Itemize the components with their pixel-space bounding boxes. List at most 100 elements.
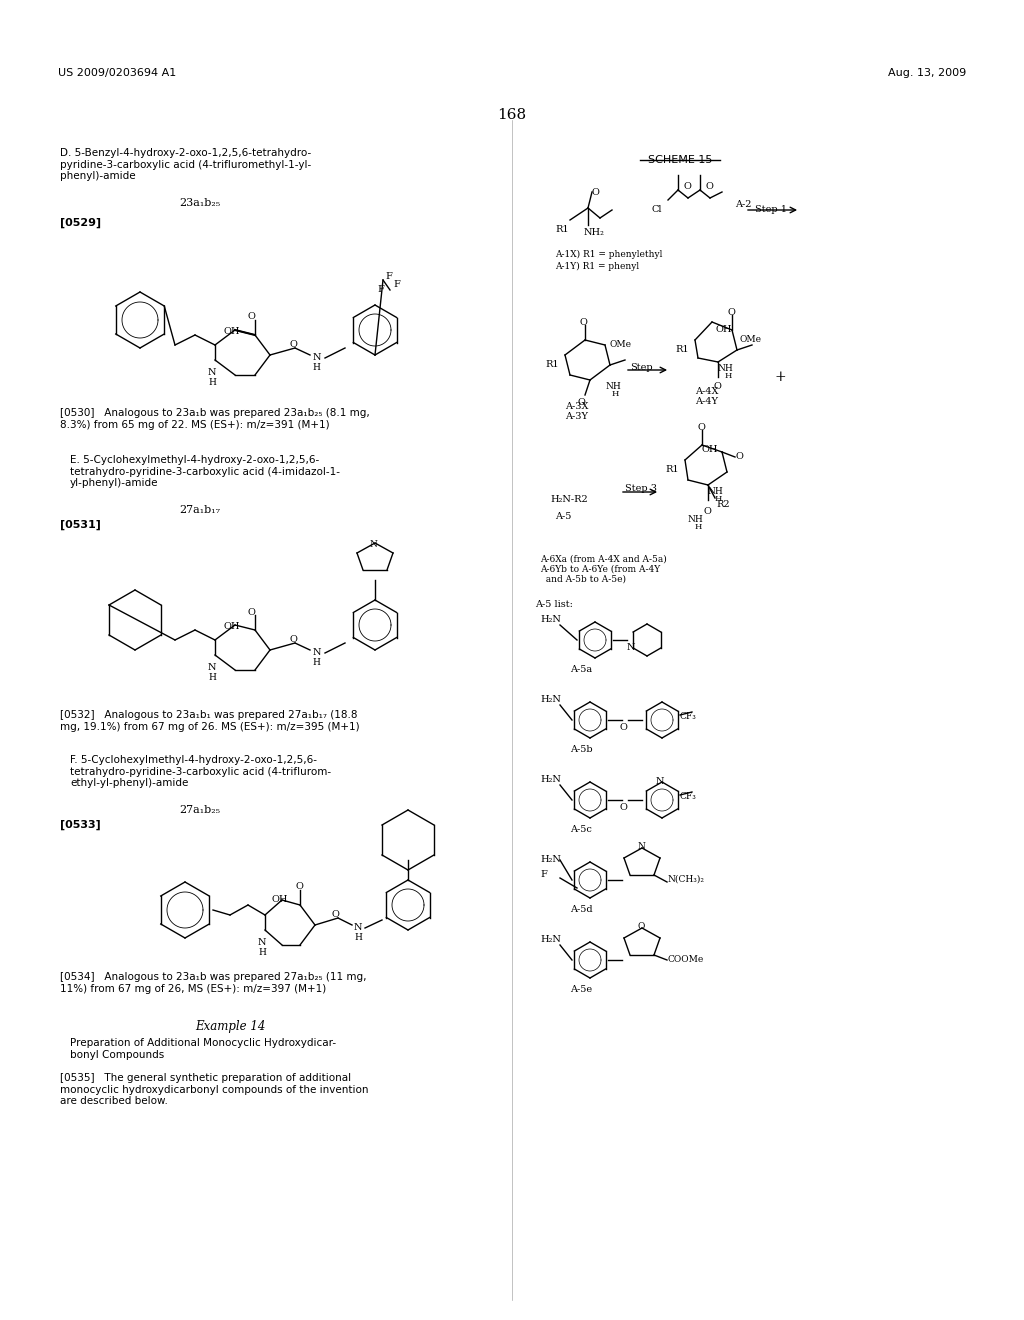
Text: N: N [627, 643, 636, 652]
Text: H₂N: H₂N [540, 775, 561, 784]
Text: A-5: A-5 [555, 512, 571, 521]
Text: H₂N: H₂N [540, 615, 561, 624]
Text: Example 14: Example 14 [195, 1020, 265, 1034]
Text: SCHEME 15: SCHEME 15 [648, 154, 712, 165]
Text: OH: OH [223, 622, 240, 631]
Text: A-1Y) R1 = phenyl: A-1Y) R1 = phenyl [555, 261, 639, 271]
Text: O: O [290, 635, 298, 644]
Text: F. 5-Cyclohexylmethyl-4-hydroxy-2-oxo-1,2,5,6-
tetrahydro-pyridine-3-carboxylic : F. 5-Cyclohexylmethyl-4-hydroxy-2-oxo-1,… [70, 755, 331, 788]
Text: F: F [385, 272, 392, 281]
Text: N: N [208, 663, 216, 672]
Text: N: N [313, 352, 322, 362]
Text: [0532]   Analogous to 23a₁b₁ was prepared 27a₁b₁₇ (18.8
mg, 19.1%) from 67 mg of: [0532] Analogous to 23a₁b₁ was prepared … [60, 710, 359, 731]
Text: E. 5-Cyclohexylmethyl-4-hydroxy-2-oxo-1,2,5,6-
tetrahydro-pyridine-3-carboxylic : E. 5-Cyclohexylmethyl-4-hydroxy-2-oxo-1,… [70, 455, 340, 488]
Text: NH₂: NH₂ [584, 228, 605, 238]
Text: H₂N: H₂N [540, 696, 561, 704]
Text: US 2009/0203694 A1: US 2009/0203694 A1 [58, 69, 176, 78]
Text: [0533]: [0533] [60, 820, 100, 830]
Text: O: O [637, 921, 644, 931]
Text: A-2: A-2 [735, 201, 752, 209]
Text: O: O [620, 803, 628, 812]
Text: [0531]: [0531] [60, 520, 101, 531]
Text: +: + [774, 370, 785, 384]
Text: H: H [208, 673, 216, 682]
Text: H₂N-R2: H₂N-R2 [550, 495, 588, 504]
Text: N: N [354, 923, 362, 932]
Text: [0529]: [0529] [60, 218, 101, 228]
Text: H: H [354, 933, 361, 942]
Text: A-5 list:: A-5 list: [535, 601, 572, 609]
Text: H: H [258, 948, 266, 957]
Text: O: O [295, 882, 303, 891]
Text: A-5b: A-5b [570, 744, 593, 754]
Text: H₂N: H₂N [540, 855, 561, 865]
Text: 27a₁b₁₇: 27a₁b₁₇ [179, 506, 220, 515]
Text: R1: R1 [555, 224, 568, 234]
Text: OH: OH [223, 327, 240, 337]
Text: O: O [703, 507, 711, 516]
Text: 27a₁b₂₅: 27a₁b₂₅ [179, 805, 220, 814]
Text: A-4X: A-4X [695, 387, 719, 396]
Text: Step 3: Step 3 [625, 484, 657, 492]
Text: NH: NH [605, 381, 621, 391]
Text: R1: R1 [665, 465, 679, 474]
Text: Step 1: Step 1 [755, 205, 787, 214]
Text: H: H [715, 495, 722, 503]
Text: OH: OH [272, 895, 289, 904]
Text: A-6Xa (from A-4X and A-5a): A-6Xa (from A-4X and A-5a) [540, 554, 667, 564]
Text: COOMe: COOMe [668, 954, 705, 964]
Text: OH: OH [715, 325, 731, 334]
Text: F: F [393, 280, 400, 289]
Text: D. 5-Benzyl-4-hydroxy-2-oxo-1,2,5,6-tetrahydro-
pyridine-3-carboxylic acid (4-tr: D. 5-Benzyl-4-hydroxy-2-oxo-1,2,5,6-tetr… [60, 148, 311, 181]
Text: OMe: OMe [740, 335, 762, 345]
Text: CF₃: CF₃ [680, 711, 697, 721]
Text: A-1X) R1 = phenylethyl: A-1X) R1 = phenylethyl [555, 249, 663, 259]
Text: Step: Step [630, 363, 652, 372]
Text: [0534]   Analogous to 23a₁b was prepared 27a₁b₂₅ (11 mg,
11%) from 67 mg of 26, : [0534] Analogous to 23a₁b was prepared 2… [60, 972, 367, 994]
Text: O: O [580, 318, 588, 327]
Text: O: O [332, 909, 340, 919]
Text: OH: OH [702, 445, 719, 454]
Text: N(CH₃)₂: N(CH₃)₂ [668, 875, 705, 884]
Text: O: O [248, 609, 256, 616]
Text: O: O [697, 422, 705, 432]
Text: N: N [656, 777, 665, 785]
Text: O: O [727, 308, 735, 317]
Text: Cl: Cl [652, 205, 663, 214]
Text: R2: R2 [716, 500, 730, 510]
Text: H₂N: H₂N [540, 935, 561, 944]
Text: H: H [612, 389, 620, 399]
Text: N: N [369, 540, 377, 549]
Text: A-3Y: A-3Y [565, 412, 588, 421]
Text: A-5c: A-5c [570, 825, 592, 834]
Text: O: O [706, 182, 714, 191]
Text: O: O [290, 341, 298, 348]
Text: O: O [736, 451, 743, 461]
Text: NH: NH [688, 515, 703, 524]
Text: O: O [620, 723, 628, 733]
Text: [0535]   The general synthetic preparation of additional
monocyclic hydroxydicar: [0535] The general synthetic preparation… [60, 1073, 369, 1106]
Text: A-4Y: A-4Y [695, 397, 718, 407]
Text: N: N [637, 842, 645, 851]
Text: [0530]   Analogous to 23a₁b was prepared 23a₁b₂₅ (8.1 mg,
8.3%) from 65 mg of 22: [0530] Analogous to 23a₁b was prepared 2… [60, 408, 370, 429]
Text: A-3X: A-3X [565, 403, 589, 411]
Text: 168: 168 [498, 108, 526, 121]
Text: H: H [725, 372, 732, 380]
Text: O: O [592, 187, 600, 197]
Text: CF₃: CF₃ [680, 792, 697, 801]
Text: H: H [695, 523, 702, 531]
Text: H: H [208, 378, 216, 387]
Text: N: N [208, 368, 216, 378]
Text: O: O [248, 312, 256, 321]
Text: R1: R1 [545, 360, 559, 370]
Text: N: N [258, 939, 266, 946]
Text: A-6Yb to A-6Ye (from A-4Y: A-6Yb to A-6Ye (from A-4Y [540, 565, 660, 574]
Text: and A-5b to A-5e): and A-5b to A-5e) [540, 576, 626, 583]
Text: A-5a: A-5a [570, 665, 592, 675]
Text: R1: R1 [675, 345, 688, 354]
Text: F: F [540, 870, 547, 879]
Text: H: H [312, 363, 319, 372]
Text: N: N [313, 648, 322, 657]
Text: F: F [377, 285, 384, 294]
Text: A-5e: A-5e [570, 985, 592, 994]
